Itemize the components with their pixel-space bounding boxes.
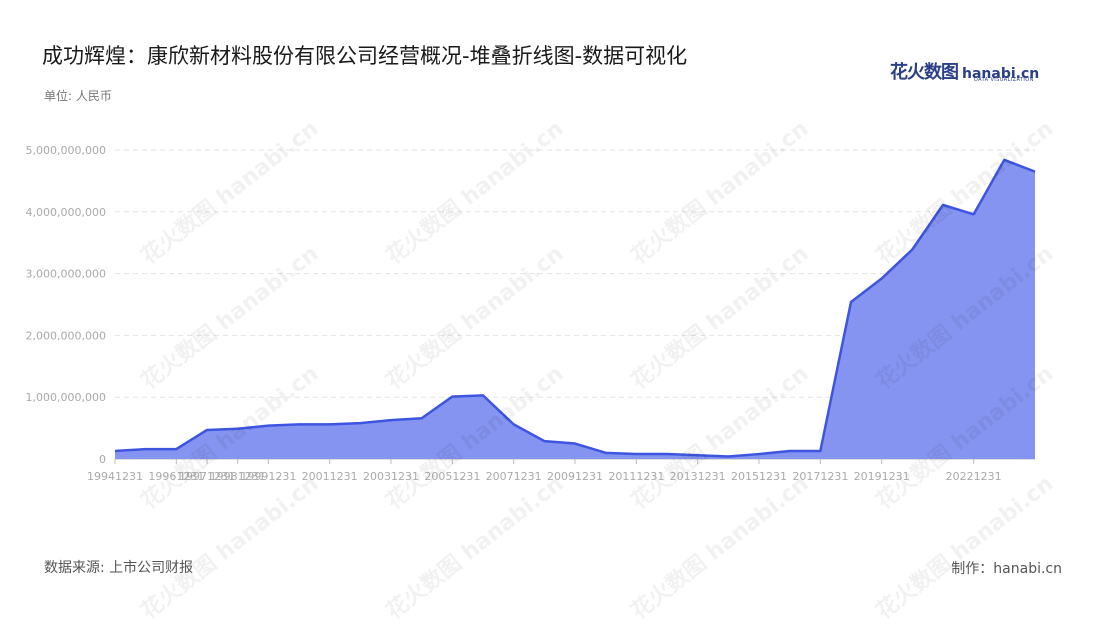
logo-subtitle: DATA VISUALIZATION [974,77,1034,83]
x-tick-label: 19971231 [179,470,235,483]
maker-label: 制作：hanabi.cn [951,561,1062,577]
data-point [358,421,362,425]
data-point [113,449,117,453]
data-point [481,393,485,397]
data-point [389,418,393,422]
data-point [266,424,270,428]
data-point [757,452,761,456]
data-point [297,422,301,426]
x-tick-label: 20191231 [854,470,910,483]
source-label: 数据来源: 上市公司财报 [44,560,194,576]
x-tick-label: 20031231 [363,470,419,483]
x-tick-label: 20171231 [792,470,848,483]
brand-logo[interactable]: 花火数图 hanabi.cn DATA VISUALIZATION [890,58,1039,86]
data-point [1002,158,1006,162]
data-point [236,427,240,431]
data-point [634,452,638,456]
chart-title: 成功辉煌：康欣新材料股份有限公司经营概况-堆叠折线图-数据可视化 [42,44,688,68]
x-tick-label: 19991231 [240,470,296,483]
x-tick-label: 20091231 [547,470,603,483]
x-tick-label: 20151231 [731,470,787,483]
data-point [696,453,700,457]
data-point [818,449,822,453]
data-point [542,439,546,443]
data-point [420,416,424,420]
data-point [144,447,148,451]
data-point [174,447,178,451]
unit-label: 单位: 人民币 [44,89,112,103]
data-point [788,449,792,453]
y-tick-label: 2,000,000,000 [26,329,106,342]
y-tick-label: 4,000,000,000 [26,206,106,219]
data-point [205,428,209,432]
x-tick-label: 19961231 [148,470,204,483]
x-tick-label: 20221231 [946,470,1002,483]
data-point [726,455,730,459]
data-point [910,247,914,251]
data-point [941,203,945,207]
data-point [512,422,516,426]
data-point [849,300,853,304]
x-tick-label: 20071231 [486,470,542,483]
data-point [972,212,976,216]
data-point [604,451,608,455]
data-point [665,452,669,456]
series-area [115,159,1035,459]
series-line [114,158,1036,458]
y-tick-label: 5,000,000,000 [26,144,106,157]
data-point [1033,170,1037,174]
y-tick-label: 3,000,000,000 [26,268,106,281]
data-point [880,277,884,281]
x-tick-label: 19981231 [210,470,266,483]
y-tick-label: 0 [99,453,106,466]
x-tick-label: 19941231 [87,470,143,483]
data-point [573,442,577,446]
logo-text-en: hanabi.cn [962,66,1040,82]
x-tick-label: 20011231 [302,470,358,483]
logo-text-cn: 花火数图 [890,62,959,83]
y-tick-label: 1,000,000,000 [26,391,106,404]
x-tick-label: 20051231 [424,470,480,483]
x-tick-label: 20111231 [608,470,664,483]
x-tick-label: 20131231 [670,470,726,483]
data-point [328,422,332,426]
data-point [450,395,454,399]
